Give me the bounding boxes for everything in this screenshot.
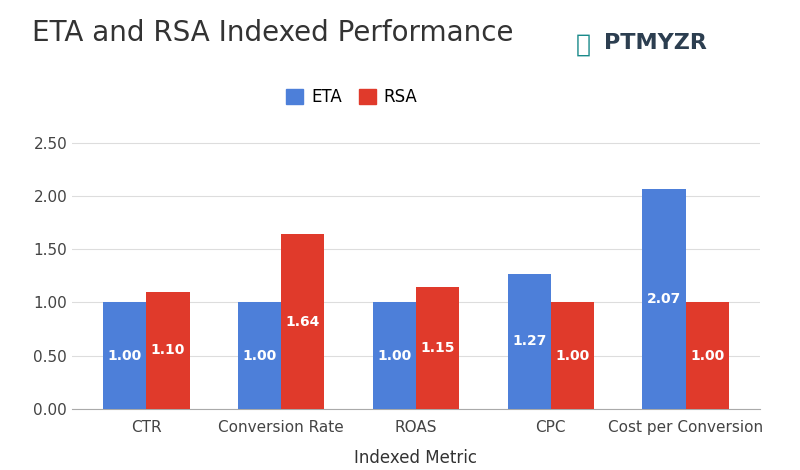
Text: 1.00: 1.00 xyxy=(378,349,411,363)
Text: ETA and RSA Indexed Performance: ETA and RSA Indexed Performance xyxy=(32,19,514,47)
Text: 1.00: 1.00 xyxy=(108,349,142,363)
Bar xyxy=(146,292,190,409)
Text: 1.00: 1.00 xyxy=(690,349,724,363)
Text: 1.15: 1.15 xyxy=(420,341,455,355)
Bar xyxy=(238,303,282,409)
Text: Ⓞ: Ⓞ xyxy=(576,33,591,57)
Bar xyxy=(550,303,594,409)
Text: 1.27: 1.27 xyxy=(512,334,546,348)
Text: 1.10: 1.10 xyxy=(150,344,185,357)
Bar xyxy=(508,274,550,409)
Text: 1.64: 1.64 xyxy=(286,314,320,329)
Bar xyxy=(282,235,324,409)
Text: 1.00: 1.00 xyxy=(242,349,277,363)
Bar xyxy=(686,303,729,409)
Bar xyxy=(416,287,459,409)
Text: 1.00: 1.00 xyxy=(555,349,590,363)
Bar xyxy=(642,188,686,409)
Legend: ETA, RSA: ETA, RSA xyxy=(280,81,424,112)
Text: 2.07: 2.07 xyxy=(647,292,681,306)
Bar xyxy=(373,303,416,409)
Bar xyxy=(103,303,146,409)
Text: PTMYZR: PTMYZR xyxy=(604,33,707,53)
X-axis label: Indexed Metric: Indexed Metric xyxy=(354,449,478,467)
